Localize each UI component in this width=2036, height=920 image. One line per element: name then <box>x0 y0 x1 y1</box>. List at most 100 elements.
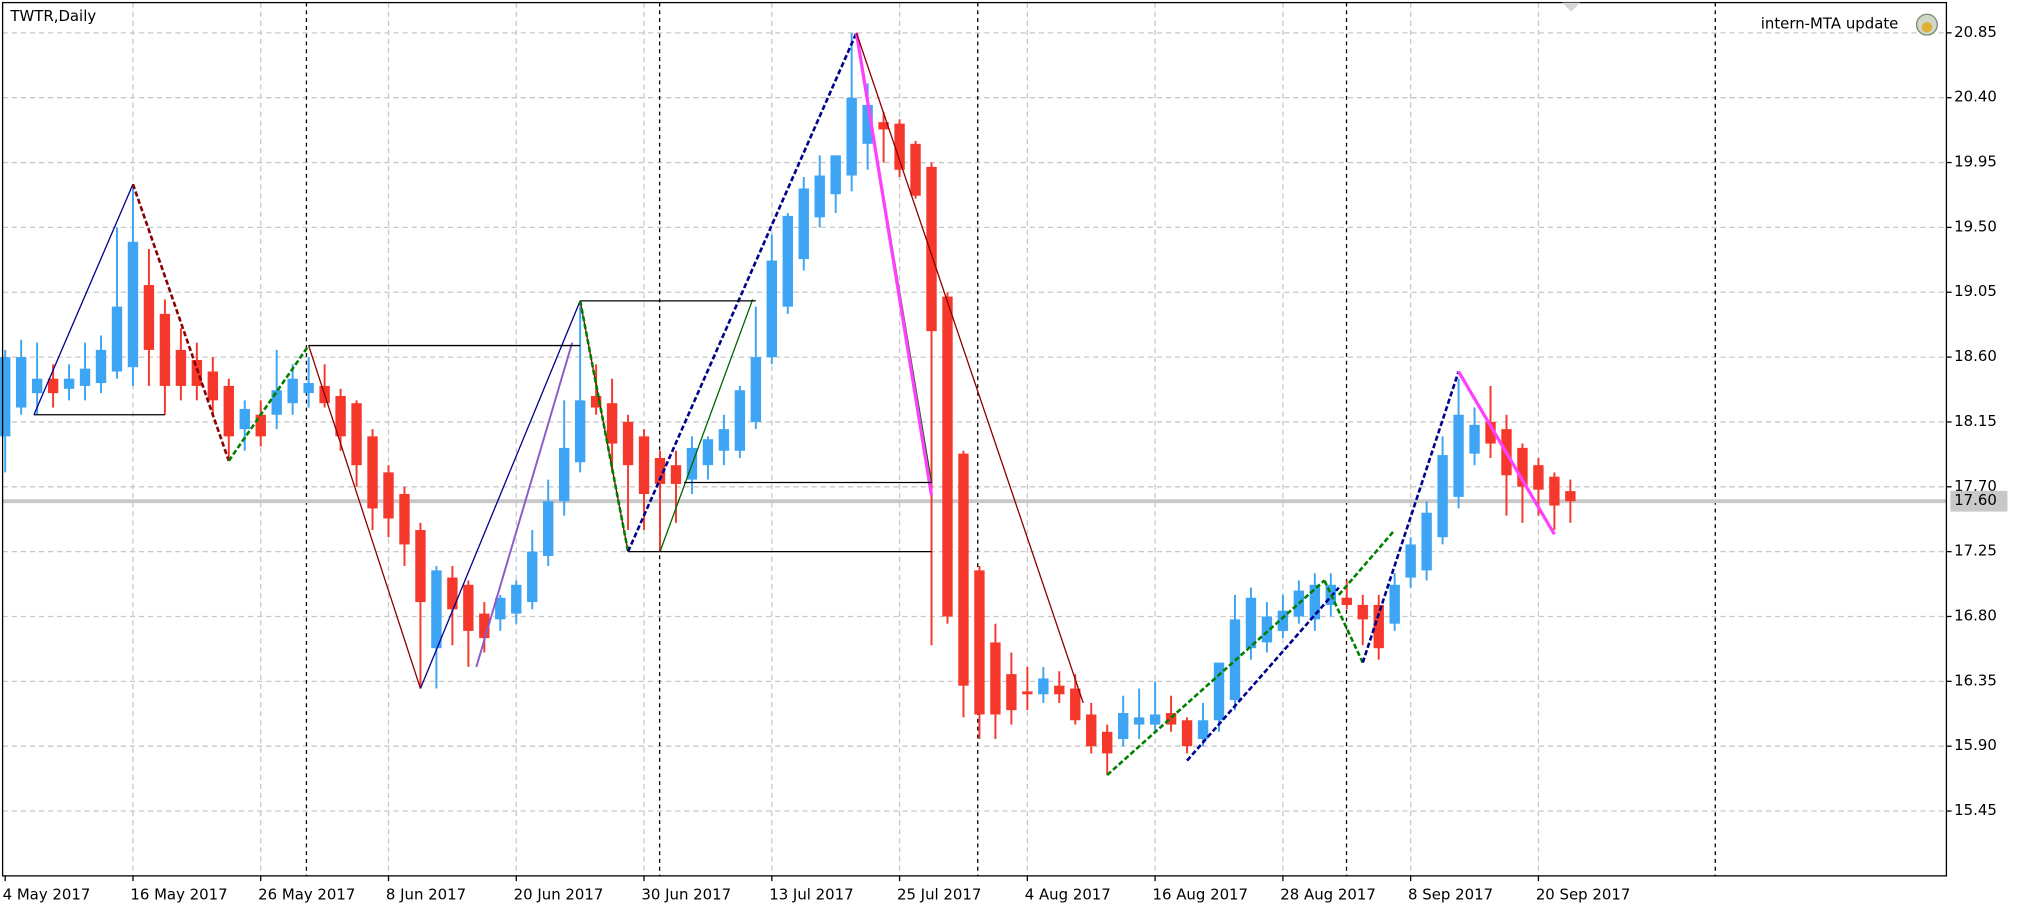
candle-body <box>271 390 282 415</box>
candle-body <box>223 385 234 437</box>
candle-body <box>1261 616 1273 643</box>
zigzag-line <box>1186 586 1340 762</box>
candle-body <box>1357 604 1368 620</box>
candle-body <box>207 371 219 401</box>
zigzag-line <box>227 344 310 462</box>
indicator-icon <box>1915 13 1938 36</box>
candle-body <box>159 313 171 386</box>
current-price-label: 17.60 <box>1954 491 1997 509</box>
y-tick-label: 15.45 <box>1954 801 1997 819</box>
candle-body <box>1389 584 1400 624</box>
candle-body <box>1022 691 1033 695</box>
candle-body <box>958 453 969 686</box>
candle-body <box>1405 544 1416 578</box>
candle-body <box>798 188 809 260</box>
candle-body <box>638 436 650 494</box>
y-tick-label: 17.70 <box>1954 477 1997 495</box>
candle-body <box>1245 597 1257 649</box>
candle-body <box>750 357 762 422</box>
candle-body <box>718 429 730 451</box>
y-tick-label: 15.90 <box>1954 736 1997 754</box>
candle-body <box>111 306 123 372</box>
candle-body <box>1485 421 1496 444</box>
y-tick-label: 16.35 <box>1954 671 1997 689</box>
candle-body <box>1197 720 1209 739</box>
candle-body <box>814 175 825 218</box>
y-tick-label: 17.25 <box>1954 542 1997 560</box>
zigzag-line <box>1337 529 1396 596</box>
x-tick-label: 20 Sep 2017 <box>1536 885 1631 903</box>
x-tick-label: 4 Aug 2017 <box>1025 885 1111 903</box>
zigzag-line <box>131 183 231 462</box>
zigzag-line <box>419 300 581 689</box>
candle-body <box>846 97 857 176</box>
chart-title: TWTR,Daily <box>9 7 96 25</box>
candle-body <box>1549 476 1560 506</box>
period-separators <box>305 2 1716 876</box>
y-tick-label: 19.95 <box>1954 153 1997 171</box>
y-tick-label: 16.80 <box>1954 606 1997 624</box>
candle-body <box>734 390 746 451</box>
zigzag-line <box>475 342 574 668</box>
candle-body <box>1181 720 1193 747</box>
candle-body <box>910 143 921 196</box>
plot <box>0 32 1947 776</box>
candle-body <box>558 447 570 502</box>
candle-body <box>1469 424 1480 454</box>
candle-body <box>303 383 314 394</box>
candle-body <box>127 241 139 368</box>
x-tick-label: 30 Jun 2017 <box>641 885 731 903</box>
x-tick-label: 8 Sep 2017 <box>1408 885 1493 903</box>
icon-dot <box>1921 22 1933 33</box>
candle-body <box>1070 688 1081 721</box>
zigzag-line <box>626 32 858 553</box>
zigzag-line <box>659 299 754 552</box>
candle-body <box>654 457 666 484</box>
candle-body <box>862 104 873 144</box>
candle-body <box>431 570 442 649</box>
candle-body <box>367 436 378 509</box>
shift-marker <box>1562 2 1581 12</box>
candle-body <box>495 597 506 620</box>
candle-body <box>1309 584 1321 620</box>
candle-body <box>1054 685 1065 695</box>
candle-body <box>543 501 554 556</box>
x-tick-label: 28 Aug 2017 <box>1280 885 1376 903</box>
x-tick-label: 16 Aug 2017 <box>1153 885 1249 903</box>
candle-body <box>479 613 490 639</box>
candle-body <box>766 260 778 358</box>
candle-body <box>670 465 682 484</box>
zigzag-line <box>308 345 422 689</box>
candle-body <box>527 551 538 603</box>
candle-body <box>1453 414 1464 497</box>
y-tick-label: 20.85 <box>1954 23 1997 41</box>
zigzag-line <box>854 32 934 496</box>
candle-body <box>239 408 250 430</box>
candle-body <box>1006 674 1017 711</box>
zigzag-line <box>855 32 1084 704</box>
candle-body <box>1533 465 1544 490</box>
candle-body <box>830 155 841 195</box>
candle-body <box>990 642 1001 715</box>
zigzag-line <box>1457 370 1556 536</box>
candle-body <box>894 123 905 170</box>
candle-body <box>143 285 155 350</box>
candle-body <box>1421 512 1432 571</box>
candle-body <box>1517 447 1528 487</box>
candle-body <box>1165 713 1177 725</box>
x-tick-label: 8 Jun 2017 <box>386 885 466 903</box>
candle-body <box>1102 731 1113 754</box>
candle-body <box>974 570 985 715</box>
candle-body <box>1213 662 1225 721</box>
candle-body <box>1277 610 1289 631</box>
candle-body <box>79 368 91 386</box>
y-tick-label: 19.05 <box>1954 282 1997 300</box>
x-tick-label: 20 Jun 2017 <box>514 885 604 903</box>
zigzag-line <box>1361 371 1460 664</box>
candle-body <box>255 414 266 437</box>
candle-body <box>878 122 889 130</box>
candle-body <box>399 493 410 545</box>
